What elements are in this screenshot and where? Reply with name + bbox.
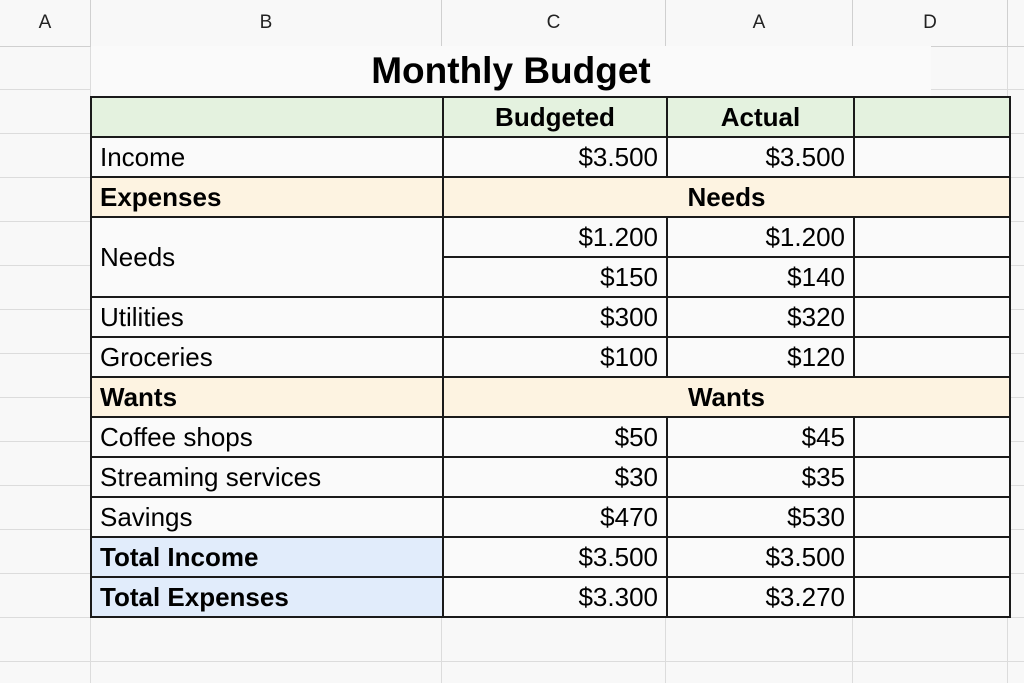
empty-cell[interactable] <box>853 256 1011 298</box>
column-header[interactable]: A <box>666 0 853 46</box>
table-row: Total Income $3.500 $3.500 <box>90 536 1011 578</box>
section-label[interactable]: Expenses <box>90 176 444 218</box>
column-header[interactable]: A <box>0 0 91 46</box>
section-merged-cell[interactable]: Wants <box>442 376 1011 418</box>
actual-cell[interactable]: $45 <box>666 416 855 458</box>
actual-cell[interactable]: $3.270 <box>666 576 855 618</box>
budgeted-cell[interactable]: $100 <box>442 336 668 378</box>
actual-cell[interactable]: $3.500 <box>666 536 855 578</box>
budgeted-cell[interactable]: $3.500 <box>442 136 668 178</box>
row-label[interactable]: Income <box>90 136 444 178</box>
table-row: Coffee shops $50 $45 <box>90 416 1011 458</box>
header-actual[interactable]: Actual <box>666 96 855 138</box>
budgeted-cell[interactable]: $150 <box>442 256 668 298</box>
budget-table: Budgeted Actual Income $3.500 $3.500 Exp… <box>90 96 1011 618</box>
table-row: Income $3.500 $3.500 <box>90 136 1011 178</box>
actual-cell[interactable]: $140 <box>666 256 855 298</box>
budgeted-cell[interactable]: $30 <box>442 456 668 498</box>
row-label[interactable]: Coffee shops <box>90 416 444 458</box>
section-label[interactable]: Wants <box>90 376 444 418</box>
column-header[interactable]: C <box>442 0 666 46</box>
total-label[interactable]: Total Expenses <box>90 576 444 618</box>
table-row: Streaming services $30 $35 <box>90 456 1011 498</box>
table-row: Groceries $100 $120 <box>90 336 1011 378</box>
row-label[interactable]: Groceries <box>90 336 444 378</box>
table-row: Utilities $300 $320 <box>90 296 1011 338</box>
table-row: Wants Wants <box>90 376 1011 418</box>
actual-cell[interactable]: $35 <box>666 456 855 498</box>
header-cell[interactable] <box>853 96 1011 138</box>
column-header[interactable]: B <box>91 0 442 46</box>
budgeted-cell[interactable]: $3.500 <box>442 536 668 578</box>
header-budgeted[interactable]: Budgeted <box>442 96 668 138</box>
row-label[interactable]: Needs <box>90 216 444 298</box>
column-header-bar: A B C A D <box>0 0 1024 47</box>
empty-cell[interactable] <box>853 536 1011 578</box>
actual-cell[interactable]: $1.200 <box>666 216 855 258</box>
budgeted-cell[interactable]: $1.200 <box>442 216 668 258</box>
empty-cell[interactable] <box>853 216 1011 258</box>
actual-cell[interactable]: $530 <box>666 496 855 538</box>
empty-cell[interactable] <box>853 336 1011 378</box>
row-label[interactable]: Utilities <box>90 296 444 338</box>
empty-cell[interactable] <box>853 496 1011 538</box>
empty-cell[interactable] <box>853 456 1011 498</box>
budgeted-cell[interactable]: $300 <box>442 296 668 338</box>
column-header[interactable]: D <box>853 0 1008 46</box>
table-row: Expenses Needs <box>90 176 1011 218</box>
actual-cell[interactable]: $3.500 <box>666 136 855 178</box>
budgeted-cell[interactable]: $3.300 <box>442 576 668 618</box>
actual-cell[interactable]: $120 <box>666 336 855 378</box>
table-row: Total Expenses $3.300 $3.270 <box>90 576 1011 618</box>
table-row: $150 $140 <box>91 256 1011 298</box>
empty-cell[interactable] <box>853 296 1011 338</box>
total-label[interactable]: Total Income <box>90 536 444 578</box>
table-row: Budgeted Actual <box>90 96 1011 138</box>
section-merged-cell[interactable]: Needs <box>442 176 1011 218</box>
table-row: Savings $470 $530 <box>90 496 1011 538</box>
empty-cell[interactable] <box>853 416 1011 458</box>
budgeted-cell[interactable]: $470 <box>442 496 668 538</box>
sheet-title[interactable]: Monthly Budget <box>91 46 931 96</box>
header-cell[interactable] <box>90 96 444 138</box>
empty-cell[interactable] <box>853 136 1011 178</box>
row-label[interactable]: Savings <box>90 496 444 538</box>
actual-cell[interactable]: $320 <box>666 296 855 338</box>
row-label[interactable]: Streaming services <box>90 456 444 498</box>
table-row: Needs $1.200 $1.200 <box>90 216 1011 298</box>
budgeted-cell[interactable]: $50 <box>442 416 668 458</box>
empty-cell[interactable] <box>853 576 1011 618</box>
